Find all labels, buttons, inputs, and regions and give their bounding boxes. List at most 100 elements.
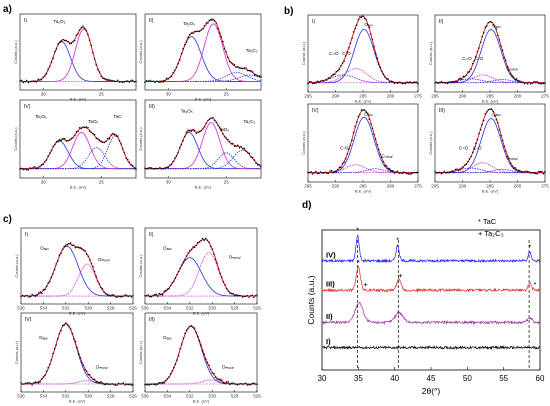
data-point — [76, 246, 78, 248]
data-point — [50, 359, 53, 361]
data-point — [172, 160, 174, 163]
subplot-label: I) — [24, 18, 27, 24]
data-point — [20, 295, 22, 298]
data-point — [417, 83, 419, 85]
data-point — [57, 338, 59, 340]
x-tick-label: 526 — [253, 306, 261, 311]
data-point — [208, 19, 211, 22]
x-tick-label: 275 — [541, 94, 549, 99]
data-point — [68, 139, 71, 141]
data-point — [327, 77, 330, 79]
data-point — [55, 344, 57, 346]
data-point — [39, 381, 41, 383]
data-point — [184, 332, 186, 335]
data-point — [387, 78, 389, 80]
x-axis-label: B.E. (eV) — [69, 399, 86, 404]
data-point — [89, 259, 91, 261]
data-point — [128, 161, 131, 163]
data-point — [337, 70, 339, 72]
x-tick-label: 530 — [84, 394, 92, 399]
data-point — [512, 76, 515, 78]
data-point — [121, 81, 124, 84]
data-point — [475, 55, 477, 58]
data-point — [484, 26, 487, 28]
peak-annotation: TaOₓ — [219, 127, 229, 132]
data-point — [152, 168, 155, 170]
data-point — [179, 146, 181, 149]
data-point — [238, 294, 241, 297]
data-point — [495, 118, 498, 121]
subplot-c-3: 536 534 532 530 528 526 B.E. (eV) Counts (a.u.)… — [14, 312, 137, 404]
data-point — [57, 260, 59, 262]
data-point — [355, 24, 358, 26]
data-point — [109, 383, 112, 385]
data-point — [473, 148, 476, 150]
data-point — [465, 163, 468, 165]
data-point — [346, 50, 349, 53]
data-point — [193, 327, 196, 329]
data-point — [232, 382, 234, 384]
data-point — [340, 166, 342, 169]
data-point — [77, 353, 80, 355]
data-point — [399, 81, 402, 84]
data-point — [198, 241, 201, 243]
data-point — [410, 172, 413, 175]
data-point — [179, 267, 181, 270]
data-point — [377, 148, 380, 151]
data-point — [133, 81, 136, 83]
data-point — [129, 383, 131, 385]
data-point — [47, 367, 49, 369]
data-point — [393, 172, 396, 174]
data-point — [537, 170, 540, 173]
data-point — [333, 73, 336, 76]
data-point — [319, 80, 322, 82]
data-point — [124, 384, 126, 386]
subplot-label: II) — [149, 18, 154, 24]
data-point — [515, 78, 518, 80]
data-point — [311, 173, 314, 175]
data-point — [85, 370, 88, 372]
peak-annotation: Oₘₑₜₐₗ — [96, 365, 108, 370]
data-point — [363, 109, 366, 111]
peak-annotation: TaC — [113, 114, 122, 119]
data-point — [203, 24, 206, 27]
data-point — [407, 81, 410, 84]
data-point — [95, 64, 97, 66]
data-point — [103, 383, 105, 386]
data-point — [435, 81, 438, 83]
data-point — [152, 383, 154, 385]
data-point — [98, 381, 101, 384]
data-point — [39, 165, 41, 168]
data-point — [118, 139, 121, 142]
data-point — [207, 119, 209, 122]
data-point — [370, 123, 372, 125]
data-point — [132, 294, 134, 297]
data-point — [348, 148, 350, 150]
data-point — [208, 118, 211, 120]
data-point — [329, 77, 331, 79]
data-point — [332, 172, 334, 174]
data-point — [464, 75, 466, 78]
data-point — [100, 380, 102, 383]
data-point — [465, 74, 468, 76]
data-point — [169, 164, 171, 166]
data-point — [528, 81, 531, 83]
data-point — [482, 31, 485, 34]
data-point — [242, 67, 244, 70]
data-point — [45, 159, 48, 161]
data-point — [55, 263, 57, 265]
data-point — [256, 164, 259, 166]
data-point — [530, 172, 532, 174]
x-tick-label: 530 — [208, 394, 216, 399]
data-point — [81, 247, 83, 250]
data-point — [376, 143, 378, 146]
data-point — [40, 163, 43, 166]
data-point — [37, 292, 40, 294]
x-tick-label: 528 — [231, 306, 239, 311]
data-point — [225, 288, 228, 290]
data-point — [121, 148, 124, 150]
data-point — [398, 81, 400, 83]
data-point — [442, 81, 444, 84]
x-tick-label: 285 — [486, 184, 494, 189]
data-point — [503, 145, 505, 148]
